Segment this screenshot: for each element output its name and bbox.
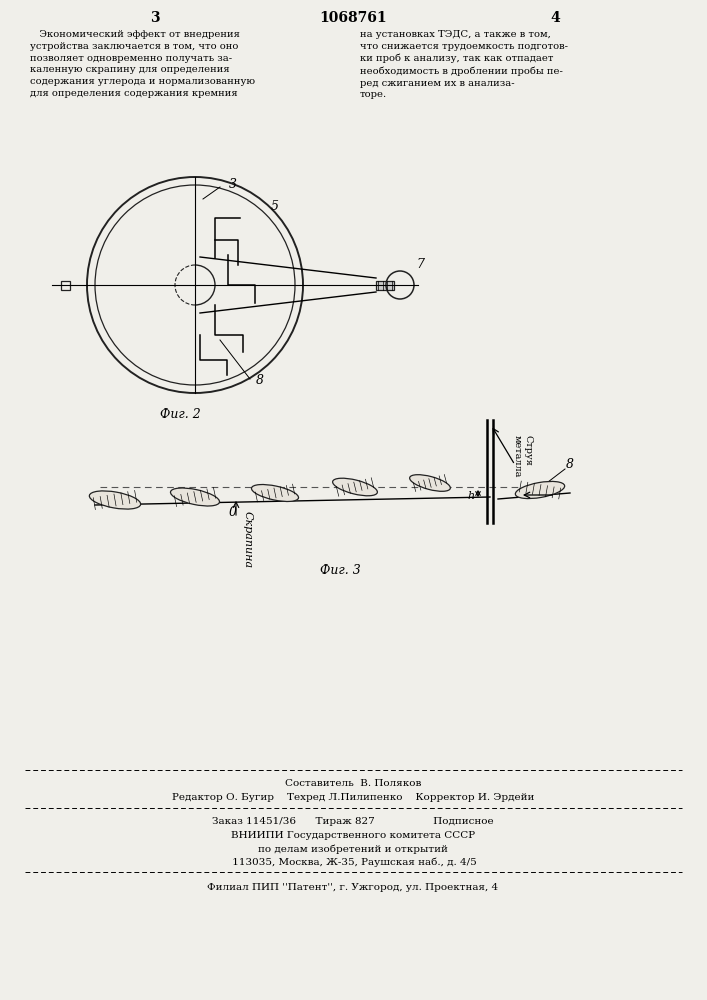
- Ellipse shape: [252, 485, 298, 501]
- Text: ВНИИПИ Государственного комитета СССР: ВНИИПИ Государственного комитета СССР: [231, 832, 475, 840]
- Text: Скрапина: Скрапина: [243, 511, 253, 569]
- Text: Фиг. 2: Фиг. 2: [160, 408, 200, 422]
- Bar: [376, 280, 394, 290]
- Text: 8: 8: [256, 374, 264, 387]
- Text: 4: 4: [550, 11, 560, 25]
- Bar: [61, 280, 69, 290]
- Text: Струя
металла: Струя металла: [513, 435, 532, 477]
- Text: 1068761: 1068761: [319, 11, 387, 25]
- Text: Филиал ПИП ''Патент'', г. Ужгород, ул. Проектная, 4: Филиал ПИП ''Патент'', г. Ужгород, ул. П…: [207, 882, 498, 892]
- Text: 7: 7: [416, 258, 424, 271]
- Text: 113035, Москва, Ж-35, Раушская наб., д. 4/5: 113035, Москва, Ж-35, Раушская наб., д. …: [229, 857, 477, 867]
- Text: 3: 3: [150, 11, 160, 25]
- Text: Редактор О. Бугир    Техред Л.Пилипенко    Корректор И. Эрдейи: Редактор О. Бугир Техред Л.Пилипенко Кор…: [172, 794, 534, 802]
- Text: 5: 5: [271, 200, 279, 214]
- Ellipse shape: [170, 488, 219, 506]
- Text: 3: 3: [229, 178, 237, 192]
- Text: 8: 8: [566, 458, 574, 472]
- Text: Заказ 11451/36      Тираж 827                  Подписное: Заказ 11451/36 Тираж 827 Подписное: [212, 818, 493, 826]
- Text: по делам изобретений и открытий: по делам изобретений и открытий: [258, 844, 448, 854]
- Text: Фиг. 3: Фиг. 3: [320, 564, 361, 576]
- Ellipse shape: [515, 481, 565, 499]
- Text: на установках ТЭДС, а также в том,
что снижается трудоемкость подготов-
ки проб : на установках ТЭДС, а также в том, что с…: [360, 30, 568, 99]
- Ellipse shape: [409, 475, 450, 491]
- Text: Экономический эффект от внедрения
устройства заключается в том, что оно
позволяе: Экономический эффект от внедрения устрой…: [30, 30, 255, 98]
- Ellipse shape: [332, 478, 378, 496]
- Text: h: h: [467, 491, 474, 501]
- Ellipse shape: [89, 491, 141, 509]
- Text: 0: 0: [229, 506, 237, 518]
- Text: Составитель  В. Поляков: Составитель В. Поляков: [285, 780, 421, 788]
